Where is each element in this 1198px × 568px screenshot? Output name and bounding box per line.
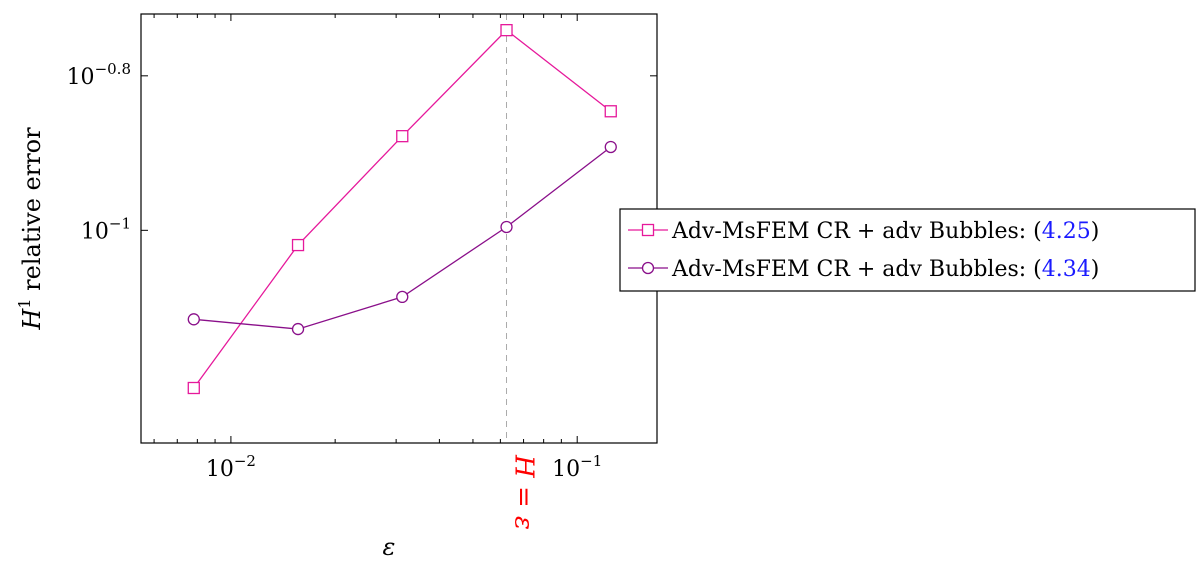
legend: Adv-MsFEM CR + adv Bubbles: (4.25) Adv-Ms… bbox=[619, 208, 1196, 292]
data-point-square bbox=[396, 130, 409, 143]
y-axis-label-main: H bbox=[18, 308, 46, 331]
legend-label: Adv-MsFEM CR + adv Bubbles: (4.25) bbox=[671, 219, 1099, 244]
data-point-square bbox=[291, 238, 305, 252]
x-tick-label: 10−1 bbox=[552, 452, 602, 482]
series-1 bbox=[187, 24, 617, 395]
data-point-circle bbox=[500, 220, 513, 234]
x-tick-label: 10−2 bbox=[206, 452, 256, 482]
legend-equation-ref: 4.25 bbox=[1042, 219, 1091, 244]
legend-equation-ref: 4.34 bbox=[1042, 257, 1091, 282]
y-tick-label: 10−0.8 bbox=[67, 60, 131, 90]
series-layer bbox=[187, 24, 617, 395]
legend-entries: Adv-MsFEM CR + adv Bubbles: (4.25) Adv-Ms… bbox=[628, 219, 1099, 282]
series-line bbox=[193, 29, 612, 389]
series-2 bbox=[187, 140, 617, 336]
data-point-square bbox=[187, 381, 200, 395]
data-point-square bbox=[604, 105, 617, 118]
data-point-circle bbox=[291, 322, 305, 336]
data-point-circle bbox=[604, 140, 617, 154]
legend-entry-2: Adv-MsFEM CR + adv Bubbles: (4.34) bbox=[628, 257, 1099, 282]
tick-labels: 10−2 10−1 10−0.8 10−1 bbox=[67, 60, 603, 482]
x-axis-label: ε bbox=[383, 533, 396, 561]
legend-box bbox=[619, 208, 1196, 292]
data-point-square bbox=[500, 24, 513, 37]
legend-circle-marker bbox=[641, 261, 655, 275]
legend-square-marker bbox=[641, 223, 655, 237]
y-axis-label: H1 relative error bbox=[15, 127, 46, 331]
data-point-circle bbox=[396, 290, 409, 304]
data-point-circle bbox=[187, 313, 200, 326]
y-tick-label: 10−1 bbox=[81, 214, 131, 244]
legend-entry-1: Adv-MsFEM CR + adv Bubbles: (4.25) bbox=[628, 219, 1099, 244]
legend-label: Adv-MsFEM CR + adv Bubbles: (4.34) bbox=[671, 257, 1099, 282]
axis-ticks bbox=[141, 14, 657, 443]
y-axis-label-sup: 1 bbox=[15, 298, 34, 308]
plot-frame bbox=[140, 13, 658, 444]
reference-line-label: H = ε bbox=[509, 454, 539, 530]
y-axis-label-rest: relative error bbox=[18, 127, 46, 299]
